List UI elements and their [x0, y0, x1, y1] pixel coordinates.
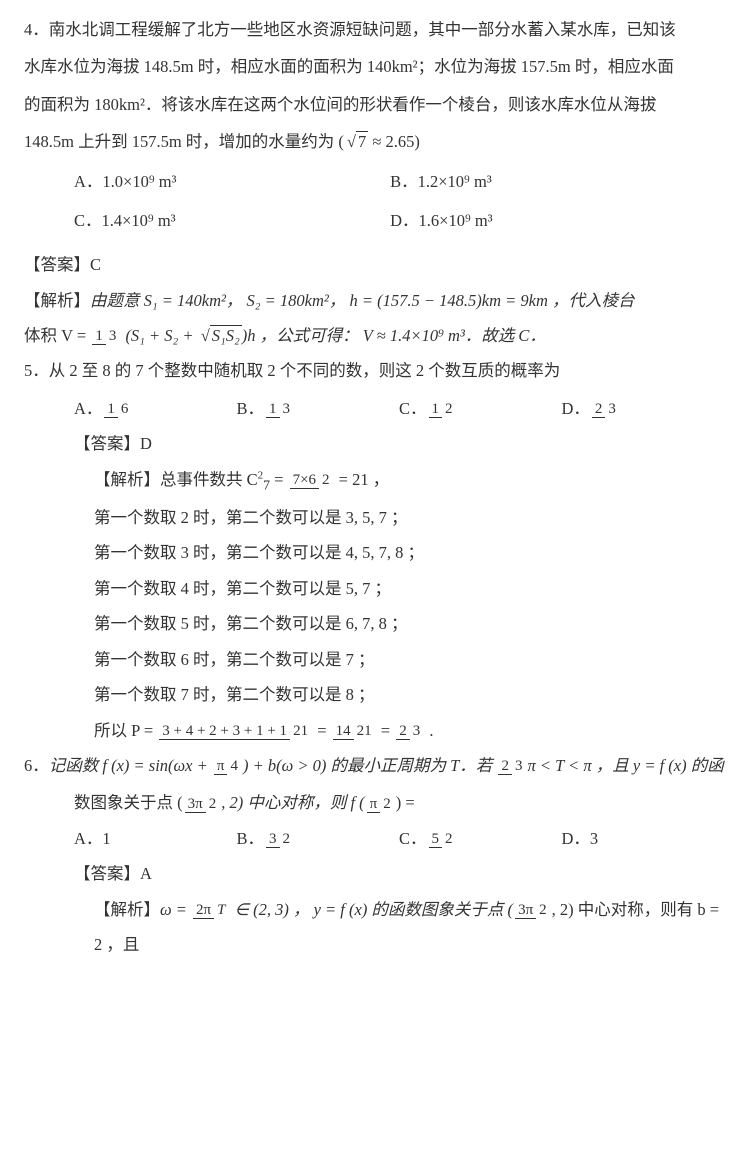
answer-val: D — [140, 434, 152, 453]
q5-optB: B．13 — [237, 391, 400, 426]
q5-l5: 第一个数取 5 时，第二个数可以是 6, 7, 8 ； — [94, 606, 724, 641]
answer-val: C — [90, 255, 101, 274]
q4-l4a: 148.5m 上升到 157.5m 时，增加的水量约为 ( — [24, 132, 344, 151]
q4-opts-row2: C．1.4×10⁹ m³ D．1.6×10⁹ m³ — [74, 201, 724, 241]
exp-label: 【解析】 — [24, 291, 90, 310]
q6-opts: A．1 B．32 C．52 D．3 — [74, 821, 724, 856]
q5-l2: 第一个数取 2 时，第二个数可以是 3, 5, 7 ； — [94, 500, 724, 535]
q5-l4: 第一个数取 4 时，第二个数可以是 5, 7 ； — [94, 571, 724, 606]
c-sub: 7 — [263, 477, 270, 492]
q5-exp1a: 总事件数共 C — [160, 470, 258, 489]
q6-num: 6． — [24, 756, 49, 775]
q5-optA: A．16 — [74, 391, 237, 426]
q5-l6: 第一个数取 6 时，第二个数可以是 7 ； — [94, 642, 724, 677]
q6-optC: C．52 — [399, 821, 562, 856]
q4-l4b: ≈ 2.65) — [368, 132, 420, 151]
q4-l1: 南水北调工程缓解了北方一些地区水资源短缺问题，其中一部分水蓄入某水库，已知该 — [49, 20, 676, 39]
q4-optB: B．1.2×10⁹ m³ — [390, 162, 702, 202]
exp-label: 【解析】 — [94, 470, 160, 489]
q4-l2: 水库水位为海拔 148.5m 时，相应水面的面积为 140km²；水位为海拔 1… — [24, 49, 724, 84]
q5-l3: 第一个数取 3 时，第二个数可以是 4, 5, 7, 8 ； — [94, 535, 724, 570]
q5-optC: C．12 — [399, 391, 562, 426]
answer-label: 【答案】 — [74, 434, 140, 453]
answer-label: 【答案】 — [74, 864, 140, 883]
exp-label: 【解析】 — [94, 900, 160, 919]
q4-exp2: 体积 V = 13 (S₁ + S₂ + S₁S₂)h ，公式可得： V ≈ 1… — [24, 318, 724, 353]
q5-opts: A．16 B．13 C．12 D．23 — [74, 391, 724, 426]
q6-exp: 【解析】ω = 2πT ∈ (2, 3) ， y = f (x) 的函数图象关于… — [94, 892, 724, 963]
q4-exp-a: 由题意 S₁ = 140km²， S₂ = 180km²， h = (157.5… — [90, 291, 634, 310]
q5-exp1: 【解析】总事件数共 C27 = 7×62 = 21 ， — [94, 462, 724, 500]
q4-answer: 【答案】C — [24, 247, 724, 282]
q5-num: 5． — [24, 361, 49, 380]
q6: 6．记函数 f (x) = sin(ωx + π4) + b(ω > 0) 的最… — [24, 748, 724, 783]
q5-l7: 第一个数取 7 时，第二个数可以是 8 ； — [94, 677, 724, 712]
q6-optB: B．32 — [237, 821, 400, 856]
sqrt7: 7 — [344, 124, 368, 159]
q4-optC: C．1.4×10⁹ m³ — [74, 201, 386, 241]
answer-val: A — [140, 864, 152, 883]
q5-answer: 【答案】D — [74, 426, 724, 461]
q4-opts-row1: A．1.0×10⁹ m³ B．1.2×10⁹ m³ — [74, 162, 724, 202]
q6-l2: 数图象关于点 (3π2, 2) 中心对称，则 f (π2) = — [74, 785, 724, 820]
q4-exp-b-post: h ，公式可得： V ≈ 1.4×10⁹ m³．故选 C． — [247, 326, 546, 345]
q5-text: 从 2 至 8 的 7 个整数中随机取 2 个不同的数，则这 2 个数互质的概率… — [49, 361, 561, 380]
answer-label: 【答案】 — [24, 255, 90, 274]
q4: 4．南水北调工程缓解了北方一些地区水资源短缺问题，其中一部分水蓄入某水库，已知该 — [24, 12, 724, 47]
q4-exp-b-pre: 体积 V = — [24, 326, 90, 345]
q6-optA: A．1 — [74, 821, 237, 856]
q4-exp1: 【解析】由题意 S₁ = 140km²， S₂ = 180km²， h = (1… — [24, 283, 724, 318]
q6-optD: D．3 — [562, 821, 725, 856]
q5-optD: D．23 — [562, 391, 725, 426]
frac-1-3: 13 — [90, 329, 121, 345]
q4-l3: 的面积为 180km²．将该水库在这两个水位间的形状看作一个棱台，则该水库水位从… — [24, 87, 724, 122]
q6-answer: 【答案】A — [74, 856, 724, 891]
q4-optD: D．1.6×10⁹ m³ — [390, 201, 702, 241]
q4-l4: 148.5m 上升到 157.5m 时，增加的水量约为 (7 ≈ 2.65) — [24, 124, 724, 159]
q5-l8: 所以 P = 3 + 4 + 2 + 3 + 1 + 121 = 1421 = … — [94, 713, 724, 748]
sqrt-s1s2: S₁S₂ — [198, 318, 242, 353]
q4-paren-a: (S₁ + S₂ + — [125, 326, 197, 345]
q4-optA: A．1.0×10⁹ m³ — [74, 162, 386, 202]
q4-num: 4． — [24, 20, 49, 39]
q5: 5．从 2 至 8 的 7 个整数中随机取 2 个不同的数，则这 2 个数互质的… — [24, 353, 724, 388]
